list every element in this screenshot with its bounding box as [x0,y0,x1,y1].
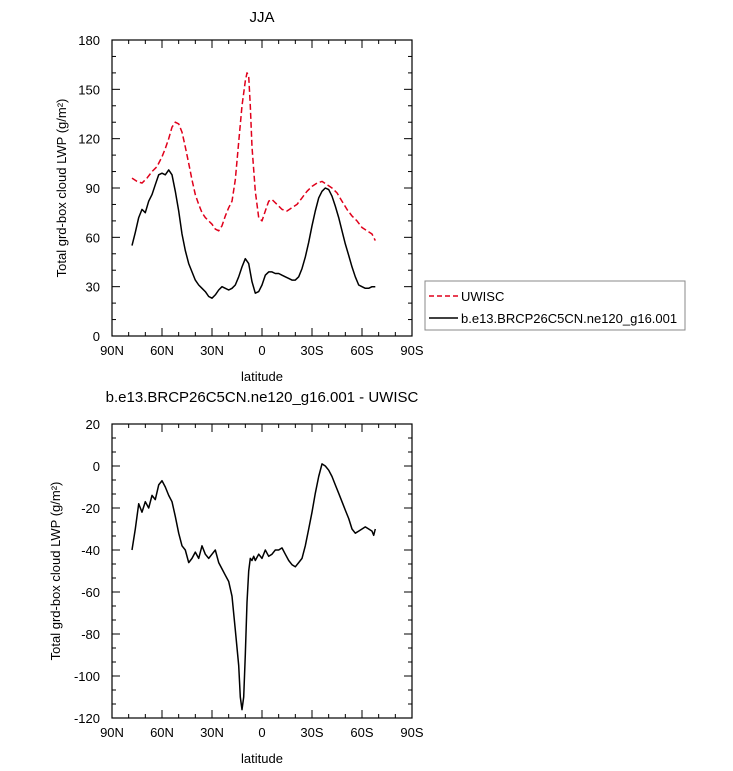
legend-label-model: b.e13.BRCP26C5CN.ne120_g16.001 [461,311,677,326]
y-tick-label: 0 [93,459,100,474]
y-tick-label: -40 [81,543,100,558]
x-tick-label: 30N [200,343,224,358]
top-x-axis-label: latitude [241,369,283,384]
y-tick-label: 30 [86,280,100,295]
x-tick-label: 60N [150,343,174,358]
y-tick-label: 120 [78,132,100,147]
x-tick-label: 0 [258,725,265,740]
series-line-1 [131,169,376,299]
y-tick-label: -60 [81,585,100,600]
y-tick-label: -120 [74,711,100,726]
x-tick-label: 90S [400,725,423,740]
x-tick-label: 90N [100,343,124,358]
top-chart: JJA 90N 60N 30N 0 30S 60S 90S0306090120150180 … [54,9,424,384]
y-tick-label: -80 [81,627,100,642]
bottom-plot-frame [111,423,413,719]
x-tick-label: 90N [100,725,124,740]
x-tick-label: 60S [350,725,373,740]
bottom-y-axis-label: Total grd-box cloud LWP (g/m²) [48,482,63,661]
y-tick-label: 90 [86,181,100,196]
x-tick-label: 30N [200,725,224,740]
x-tick-label: 90S [400,343,423,358]
y-tick-label: 0 [93,329,100,344]
bottom-plot-area: 90N 60N 30N 0 30S 60S 90S -120 -100 -80 -60 -40 -20 0… [74,417,424,740]
top-chart-title: JJA [249,9,274,26]
y-tick-label: -20 [81,501,100,516]
y-tick-label: 20 [86,417,100,432]
legend-box [424,280,686,331]
x-tick-label: 0 [258,343,265,358]
series-line-0 [131,72,376,241]
x-tick-label: 60S [350,343,373,358]
x-tick-label: 30S [300,725,323,740]
top-plot-frame [111,39,413,337]
x-tick-label: 30S [300,343,323,358]
y-tick-label: 60 [86,230,100,245]
x-tick-label: 60N [150,725,174,740]
bottom-chart: b.e13.BRCP26C5CN.ne120_g16.001 - UWISC 9… [48,389,424,766]
y-tick-label: -100 [74,669,100,684]
bottom-chart-title: b.e13.BRCP26C5CN.ne120_g16.001 - UWISC [106,389,419,406]
top-y-axis-label: Total grd-box cloud LWP (g/m²) [54,99,69,278]
legend: UWISC b.e13.BRCP26C5CN.ne120_g16.001 [424,280,686,331]
y-tick-label: 150 [78,82,100,97]
legend-label-uwisc: UWISC [461,289,504,304]
bottom-x-axis-label: latitude [241,751,283,766]
top-plot-area: 90N 60N 30N 0 30S 60S 90S 0 30 60 90 120 150 180 [78,33,424,358]
series-line-0 [131,463,377,711]
y-tick-label: 180 [78,33,100,48]
